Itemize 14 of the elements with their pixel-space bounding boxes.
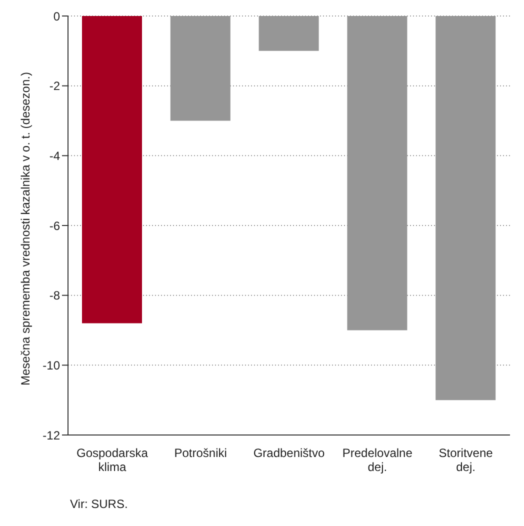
- y-tick-label: -8: [49, 288, 60, 303]
- y-tick-label: 0: [53, 9, 60, 24]
- x-tick-label: Predelovalne dej.: [342, 446, 413, 474]
- y-axis-title: Mesečna sprememba vrednosti kazalnika v o. t. (desezon.): [18, 72, 32, 386]
- x-tick-label: Gradbeništvo: [253, 446, 326, 460]
- y-tick-label: -6: [49, 218, 60, 233]
- x-tick-label: Gospodarska klima: [76, 446, 148, 474]
- x-tick-label: Potrošniki: [174, 446, 227, 460]
- y-tick-label: -4: [49, 148, 60, 163]
- y-tick-label: -2: [49, 79, 60, 94]
- text: Vir: SURS.: [70, 497, 129, 511]
- y-tick-label: -10: [42, 358, 60, 372]
- y-tick-label: -12: [42, 428, 60, 442]
- x-tick-label: Storitvene dej.: [438, 446, 494, 474]
